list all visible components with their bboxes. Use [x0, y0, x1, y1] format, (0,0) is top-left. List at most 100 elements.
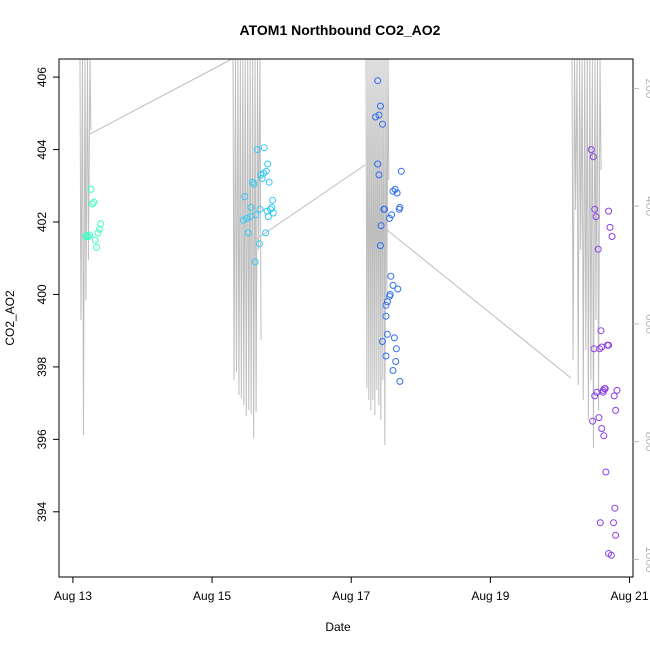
- data-point: [269, 209, 277, 217]
- data-point: [592, 213, 600, 221]
- data-point: [262, 229, 270, 237]
- data-point: [376, 102, 384, 110]
- y-tick-label: 400: [35, 284, 49, 304]
- data-point: [392, 345, 400, 353]
- x-axis-label: Date: [325, 620, 351, 634]
- data-point: [387, 272, 395, 280]
- data-point: [84, 233, 92, 240]
- data-point: [265, 178, 273, 186]
- y-tick-label: 404: [35, 139, 49, 159]
- data-point: [86, 231, 94, 239]
- data-point: [602, 468, 610, 476]
- data-point: [247, 204, 255, 211]
- data-point: [611, 504, 619, 512]
- data-point: [612, 406, 620, 414]
- data-point: [595, 414, 603, 422]
- data-point: [606, 223, 614, 231]
- x-axis: Aug 13 Aug 15 Aug 17 Aug 19 Aug 21: [54, 576, 649, 603]
- y2-tick-label: 1000: [643, 546, 650, 573]
- data-point: [594, 245, 602, 253]
- data-point: [248, 178, 256, 186]
- data-point: [252, 211, 260, 219]
- data-point: [612, 531, 620, 539]
- data-point: [244, 229, 252, 237]
- data-point: [610, 392, 618, 400]
- data-point: [93, 243, 101, 251]
- y2-tick-label: 400: [643, 196, 650, 216]
- data-point: [599, 386, 607, 394]
- data-point: [607, 551, 615, 559]
- pressure-trace-segment: [571, 58, 602, 449]
- data-point: [262, 167, 270, 175]
- data-point: [376, 242, 384, 250]
- pressure-trace-segment: [386, 229, 572, 379]
- x-tick-label: Aug 13: [54, 589, 92, 603]
- data-point: [381, 205, 389, 213]
- data-point: [87, 185, 95, 193]
- data-point: [264, 160, 272, 168]
- pressure-trace-segment: [89, 58, 233, 135]
- x-tick-label: Aug 15: [193, 589, 231, 603]
- data-point: [601, 385, 608, 393]
- data-point: [379, 120, 386, 128]
- data-point: [260, 144, 268, 152]
- y2-tick-label: 200: [643, 78, 650, 98]
- data-point: [390, 334, 398, 342]
- data-point: [97, 220, 105, 228]
- pressure-trace-segment: [232, 58, 262, 439]
- data-point: [591, 392, 599, 400]
- data-point: [382, 312, 390, 320]
- data-point: [389, 281, 397, 289]
- data-point: [375, 171, 383, 179]
- y-tick-label: 396: [35, 429, 49, 449]
- data-point: [393, 189, 401, 197]
- plot-frame: [58, 58, 634, 578]
- data-point: [250, 180, 258, 188]
- data-point: [374, 77, 382, 85]
- data-point: [389, 367, 397, 374]
- data-point: [593, 388, 601, 396]
- data-point: [372, 113, 380, 121]
- pressure-trace-layer: [79, 58, 602, 449]
- data-point: [90, 198, 98, 206]
- data-point: [591, 205, 599, 213]
- data-point: [377, 222, 385, 230]
- data-point: [375, 111, 383, 119]
- data-point: [589, 153, 597, 161]
- data-point: [241, 193, 249, 201]
- data-point: [269, 196, 277, 204]
- data-point: [587, 146, 595, 154]
- data-point: [253, 146, 261, 154]
- data-point: [255, 240, 263, 248]
- data-points-layer: [81, 77, 621, 559]
- y-tick-label: 402: [35, 212, 49, 232]
- x-tick-label: Aug 21: [610, 589, 648, 603]
- y-axis: 394 396 398 400 402 404 406: [35, 67, 59, 522]
- data-point: [600, 432, 608, 440]
- data-point: [251, 258, 259, 266]
- data-point: [613, 386, 621, 394]
- data-point: [264, 213, 272, 221]
- y2-tick-label: 800: [643, 432, 650, 452]
- data-point: [374, 160, 382, 168]
- data-point: [395, 205, 403, 213]
- data-point: [383, 330, 391, 338]
- pressure-trace-segment: [254, 164, 366, 241]
- data-point: [386, 214, 393, 222]
- data-point: [392, 358, 400, 365]
- y-tick-label: 398: [35, 357, 49, 377]
- data-point: [597, 327, 605, 335]
- data-point: [88, 200, 96, 208]
- data-point: [605, 341, 613, 349]
- data-point: [596, 519, 604, 527]
- data-point: [239, 216, 247, 224]
- data-point: [589, 417, 597, 425]
- y-axis-label: CO2_AO2: [3, 290, 17, 346]
- data-point: [94, 229, 102, 237]
- data-point: [397, 167, 405, 175]
- y-tick-label: 394: [35, 501, 49, 521]
- data-point: [598, 425, 606, 432]
- pressure-trace-segment: [79, 58, 92, 436]
- data-point: [396, 377, 404, 385]
